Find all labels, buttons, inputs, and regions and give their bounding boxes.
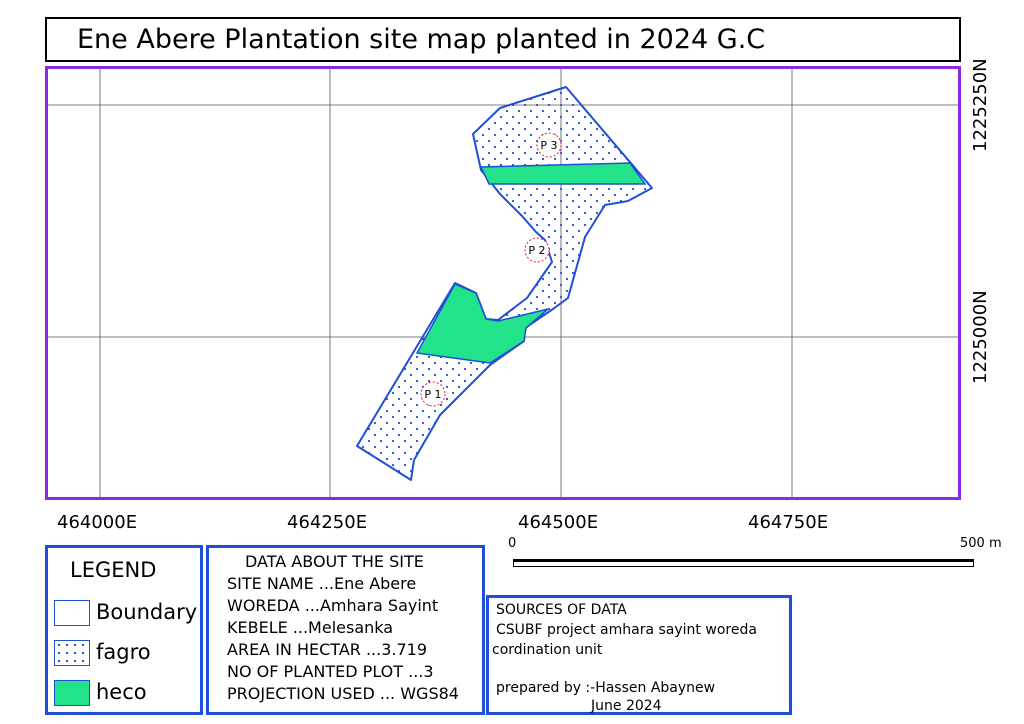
legend-label-boundary: Boundary xyxy=(96,600,198,624)
heco-swatch xyxy=(54,680,90,706)
site-info-line-plots: NO OF PLANTED PLOT ...3 xyxy=(227,662,434,681)
legend-title: LEGEND xyxy=(70,558,157,582)
map-canvas: P 3 P 2 P 1 xyxy=(48,69,958,497)
y-label-1225000: 1225000N xyxy=(970,290,991,384)
prepared-date: June 2024 xyxy=(591,698,662,714)
y-label-1225250: 1225250N xyxy=(970,58,991,152)
scale-end-label: 500 m xyxy=(960,536,1002,551)
plot-label-p1: P 1 xyxy=(424,388,441,401)
map-frame xyxy=(45,66,961,500)
plot-label-p3: P 3 xyxy=(540,139,557,152)
sources-box: SOURCES OF DATA CSUBF project amhara say… xyxy=(486,595,792,715)
site-info-line-projection: PROJECTION USED ... WGS84 xyxy=(227,684,459,703)
map-grid xyxy=(48,69,958,497)
x-label-464750: 464750E xyxy=(748,512,829,533)
site-info-box: DATA ABOUT THE SITE SITE NAME ...Ene Abe… xyxy=(206,545,485,715)
sources-line-2: cordination unit xyxy=(492,642,603,658)
plot-marker-p2[interactable]: P 2 xyxy=(524,237,550,263)
heco-strip-lower[interactable] xyxy=(415,283,549,364)
plot-marker-p3[interactable]: P 3 xyxy=(536,132,562,158)
site-info-line-area: AREA IN HECTAR ...3.719 xyxy=(227,640,428,659)
heco-strip-upper[interactable] xyxy=(479,162,647,185)
map-title-box: Ene Abere Plantation site map planted in… xyxy=(45,17,961,62)
plot-label-p2: P 2 xyxy=(528,244,545,257)
site-info-line-kebele: KEBELE ...Melesanka xyxy=(227,618,394,637)
sources-line-1: CSUBF project amhara sayint woreda xyxy=(496,622,757,638)
site-info-line-site-name: SITE NAME ...Ene Abere xyxy=(227,574,417,593)
x-label-464250: 464250E xyxy=(287,512,368,533)
fagro-swatch xyxy=(54,640,90,666)
legend-label-heco: heco xyxy=(96,680,147,704)
sources-heading: SOURCES OF DATA xyxy=(496,602,627,618)
plot-marker-p1[interactable]: P 1 xyxy=(420,381,446,407)
scale-bar xyxy=(513,559,974,567)
site-info-line-woreda: WOREDA ...Amhara Sayint xyxy=(227,596,439,615)
prepared-by: prepared by :-Hassen Abaynew xyxy=(496,680,716,696)
legend-label-fagro: fagro xyxy=(96,640,151,664)
boundary-swatch xyxy=(54,600,90,626)
plot-boundary-polygon[interactable] xyxy=(356,86,653,481)
legend-box: LEGEND Boundary fagro heco xyxy=(45,545,203,715)
map-title: Ene Abere Plantation site map planted in… xyxy=(77,24,766,55)
x-label-464000: 464000E xyxy=(57,512,138,533)
x-label-464500: 464500E xyxy=(518,512,599,533)
scale-start-label: 0 xyxy=(508,536,517,551)
site-info-heading: DATA ABOUT THE SITE xyxy=(245,552,424,571)
